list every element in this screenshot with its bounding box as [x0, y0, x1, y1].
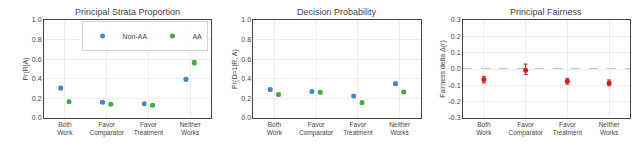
svg-text:0.0: 0.0 — [451, 65, 461, 72]
svg-text:Principal Fairness: Principal Fairness — [510, 7, 582, 17]
svg-text:FavorComparator: FavorComparator — [299, 121, 334, 137]
svg-text:0.8: 0.8 — [241, 36, 251, 43]
svg-text:FavorTreatment: FavorTreatment — [343, 121, 373, 136]
svg-text:FavorComparator: FavorComparator — [89, 121, 124, 137]
svg-text:1.0: 1.0 — [32, 16, 42, 23]
svg-text:0.2: 0.2 — [451, 33, 461, 40]
svg-text:BothWork: BothWork — [57, 121, 73, 136]
svg-text:Pr(R|A): Pr(R|A) — [22, 57, 30, 80]
svg-text:BothWork: BothWork — [476, 121, 492, 136]
svg-text:Principal Strata Proportion: Principal Strata Proportion — [75, 7, 180, 17]
svg-text:0.6: 0.6 — [32, 56, 42, 63]
svg-text:Pr(D=1|R, A): Pr(D=1|R, A) — [231, 49, 239, 89]
svg-text:FavorComparator: FavorComparator — [508, 121, 543, 137]
svg-text:0.8: 0.8 — [32, 36, 42, 43]
svg-text:0.4: 0.4 — [32, 75, 42, 82]
svg-text:NeitherWorks: NeitherWorks — [180, 121, 202, 136]
svg-text:-0.2: -0.2 — [449, 98, 461, 105]
svg-text:0.2: 0.2 — [32, 95, 42, 102]
svg-text:0.0: 0.0 — [32, 114, 42, 121]
svg-text:AA: AA — [192, 33, 202, 40]
svg-text:Non-AA: Non-AA — [123, 33, 148, 40]
svg-text:NeitherWorks: NeitherWorks — [599, 121, 621, 136]
svg-text:-0.3: -0.3 — [449, 114, 461, 121]
svg-text:FavorTreatment: FavorTreatment — [134, 121, 164, 136]
svg-text:-0.1: -0.1 — [449, 82, 461, 89]
svg-text:0.1: 0.1 — [451, 49, 461, 56]
svg-text:0.6: 0.6 — [241, 56, 251, 63]
svg-text:0.0: 0.0 — [241, 114, 251, 121]
svg-text:NeitherWorks: NeitherWorks — [389, 121, 411, 136]
svg-text:0.3: 0.3 — [451, 16, 461, 23]
svg-text:Decision Probability: Decision Probability — [297, 7, 377, 17]
svg-text:1.0: 1.0 — [241, 16, 251, 23]
svg-text:0.2: 0.2 — [241, 95, 251, 102]
svg-text:BothWork: BothWork — [267, 121, 283, 136]
svg-text:Fairness delta Δ(r): Fairness delta Δ(r) — [439, 40, 447, 98]
svg-text:0.4: 0.4 — [241, 75, 251, 82]
svg-text:FavorTreatment: FavorTreatment — [553, 121, 583, 136]
